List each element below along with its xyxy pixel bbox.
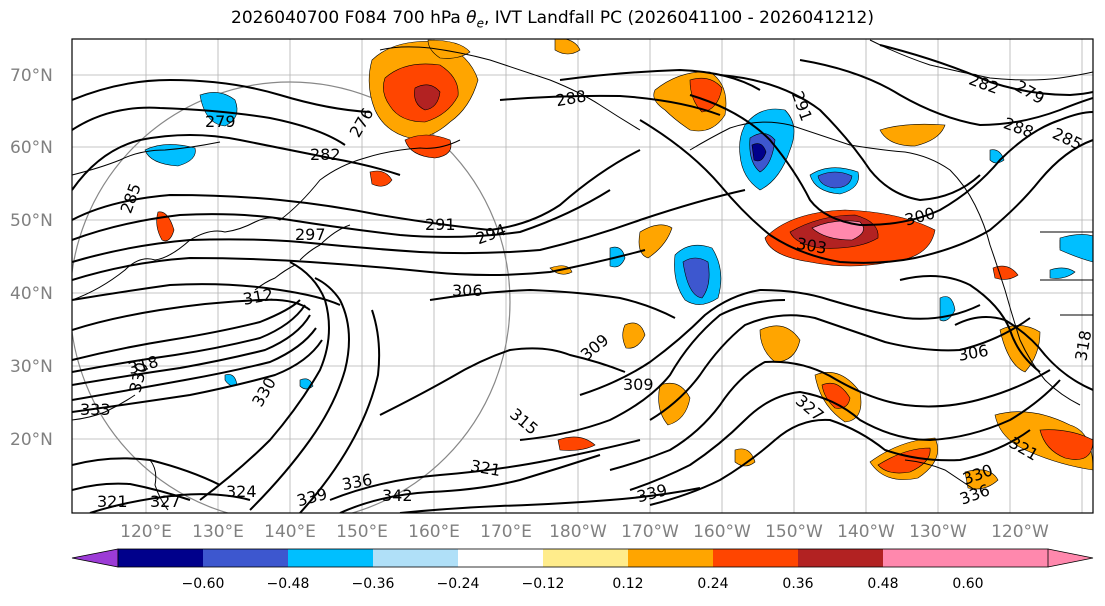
colorbar-segment xyxy=(373,549,458,567)
colorbar-tick-label: 0.36 xyxy=(782,576,813,592)
colorbar-tick-label: −0.48 xyxy=(267,576,310,592)
x-tick-label: 170°E xyxy=(480,522,532,542)
x-tick-label: 180°W xyxy=(549,522,607,542)
x-tick-label: 170°W xyxy=(621,522,679,542)
title-theta: θ xyxy=(466,8,477,28)
colorbar: −0.60 −0.48 −0.36 −0.24 −0.12 0.12 0.24 … xyxy=(71,548,1094,592)
colorbar-segment xyxy=(883,549,968,567)
x-tick-label: 120°E xyxy=(120,522,172,542)
title-subscript: e xyxy=(476,16,484,31)
colorbar-segment xyxy=(628,549,713,567)
colorbar-tick-label: 0.60 xyxy=(952,576,983,592)
y-tick-label: 20°N xyxy=(10,430,53,450)
colorbar-tick-labels: −0.60 −0.48 −0.36 −0.24 −0.12 0.12 0.24 … xyxy=(182,576,984,592)
x-axis-labels: 120°E 130°E 140°E 150°E 160°E 170°E 180°… xyxy=(120,522,1049,542)
x-tick-label: 160°W xyxy=(693,522,751,542)
y-tick-label: 60°N xyxy=(10,138,53,158)
x-tick-label: 150°W xyxy=(765,522,823,542)
colorbar-segment xyxy=(118,549,203,567)
title-suffix: , IVT Landfall PC (2026041100 - 20260412… xyxy=(483,8,874,28)
colorbar-segment xyxy=(458,549,543,567)
colorbar-tick-label: 0.48 xyxy=(867,576,898,592)
colorbar-tick-label: −0.36 xyxy=(352,576,395,592)
contour-label: 306 xyxy=(452,281,483,300)
x-tick-label: 160°E xyxy=(408,522,460,542)
colorbar-tick-label: −0.60 xyxy=(182,576,225,592)
contour-label: 279 xyxy=(205,112,236,131)
contour-label: 327 xyxy=(150,492,181,511)
colorbar-segment xyxy=(713,549,798,567)
colorbar-extend-max xyxy=(968,549,1093,567)
colorbar-tick-label: −0.24 xyxy=(437,576,480,592)
contour-label: 321 xyxy=(97,492,128,511)
chart-title: 2026040700 F084 700 hPa θe, IVT Landfall… xyxy=(0,8,1105,30)
colorbar-segment xyxy=(288,549,373,567)
contour-label: 282 xyxy=(310,145,341,164)
x-tick-label: 150°E xyxy=(336,522,388,542)
shading-negative xyxy=(144,92,1093,390)
y-tick-label: 30°N xyxy=(10,357,53,377)
contour-label: 318 xyxy=(1071,329,1095,362)
theta-contours xyxy=(72,44,1093,513)
contour-label: 297 xyxy=(295,225,326,244)
colorbar-outline xyxy=(117,548,1049,568)
contour-label: 324 xyxy=(226,482,257,501)
x-tick-label: 120°W xyxy=(991,522,1049,542)
y-tick-label: 40°N xyxy=(10,284,53,304)
colorbar-outline-max xyxy=(1047,548,1094,568)
y-tick-label: 50°N xyxy=(10,211,53,231)
map-area: 279 276 282 285 291 294 297 288 291 282 … xyxy=(72,39,1095,513)
range-circle xyxy=(72,81,511,513)
y-axis-labels: 70°N 60°N 50°N 40°N 30°N 20°N xyxy=(10,66,53,450)
x-tick-label: 140°E xyxy=(264,522,316,542)
coastlines xyxy=(72,39,1093,511)
colorbar-tick-label: 0.12 xyxy=(612,576,643,592)
x-tick-label: 140°W xyxy=(837,522,895,542)
colorbar-segment xyxy=(798,549,883,567)
contour-label: 333 xyxy=(80,400,111,419)
colorbar-tick-label: 0.24 xyxy=(697,576,728,592)
colorbar-segment xyxy=(203,549,288,567)
x-tick-label: 130°E xyxy=(192,522,244,542)
title-prefix: 2026040700 F084 700 hPa xyxy=(231,8,467,28)
y-tick-label: 70°N xyxy=(10,66,53,86)
map-frame xyxy=(71,38,1094,514)
x-tick-label: 130°W xyxy=(909,522,967,542)
contour-label: 291 xyxy=(425,215,456,234)
contour-label: 309 xyxy=(623,375,654,394)
colorbar-extend-min xyxy=(71,548,119,568)
colorbar-segment xyxy=(543,549,628,567)
contour-label: 342 xyxy=(382,486,413,505)
colorbar-tick-label: −0.12 xyxy=(522,576,565,592)
